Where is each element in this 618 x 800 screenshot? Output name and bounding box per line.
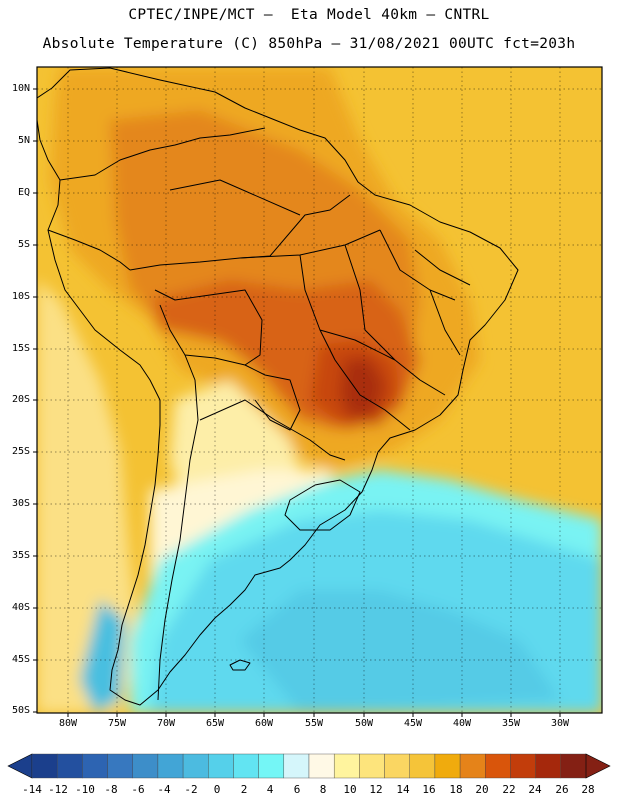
lat-label: 10N	[11, 83, 30, 94]
bolivia-border	[154, 289, 263, 366]
lat-label: 5S	[17, 239, 30, 250]
colorbar-cell	[208, 753, 234, 779]
argentina-chile-border	[157, 354, 199, 701]
lon-label: 80W	[58, 718, 78, 729]
lon-label: 50W	[354, 718, 374, 729]
colorbar-cell	[31, 753, 58, 779]
colorbar-label: 18	[449, 783, 463, 796]
colorbar-cell	[258, 753, 285, 779]
lon-label: 45W	[403, 718, 423, 729]
colorbar-label: 0	[213, 783, 221, 796]
lon-label: 75W	[107, 718, 127, 729]
colorbar-label: 8	[319, 783, 327, 796]
colorbar-label: 14	[396, 783, 410, 796]
colorbar-cell	[132, 753, 159, 779]
lat-label: EQ	[17, 187, 30, 198]
falkland-islands	[229, 659, 251, 671]
colorbar-cell	[157, 753, 184, 779]
colorbar-label: 4	[266, 783, 274, 796]
lon-label: 65W	[205, 718, 225, 729]
colorbar-label: -8	[104, 783, 118, 796]
plot-frame	[36, 66, 603, 714]
colorbar-label: -10	[75, 783, 95, 796]
lat-label: 5N	[17, 135, 30, 146]
temperature-field	[37, 67, 602, 713]
colorbar-label: 2	[240, 783, 248, 796]
cold-zone-core	[240, 590, 560, 713]
colorbar-cell	[384, 753, 410, 779]
colorbar-label: -2	[184, 783, 198, 796]
colorbar-label: 28	[581, 783, 595, 796]
lat-label: 45S	[11, 654, 30, 665]
colorbar-label: 12	[369, 783, 383, 796]
lon-label: 40W	[452, 718, 472, 729]
lon-label: 70W	[156, 718, 176, 729]
colorbar-cell	[510, 753, 536, 779]
lat-label: 50S	[11, 705, 30, 716]
colorbar-label: 24	[528, 783, 542, 796]
colorbar-cell	[283, 753, 310, 779]
coastlines-and-borders	[37, 67, 519, 706]
lat-label: 25S	[11, 446, 30, 457]
colorbar-cell	[107, 753, 133, 779]
colorbar-label: 6	[293, 783, 301, 796]
colorbar-label: 16	[422, 783, 436, 796]
colorbar-right-arrow	[585, 753, 611, 779]
colorbar-cell	[308, 753, 335, 779]
colorbar-label: -6	[131, 783, 145, 796]
colorbar-cell	[409, 753, 436, 779]
peru-ecuador-border	[47, 229, 131, 271]
colorbar-cell	[459, 753, 486, 779]
colorbar	[7, 753, 611, 779]
brazil-states	[169, 179, 471, 431]
venezuela-colombia-border	[59, 127, 266, 181]
lon-label: 55W	[304, 718, 324, 729]
south-america-coast	[37, 67, 519, 706]
argentina-north-border	[199, 399, 346, 461]
colorbar-label: -14	[22, 783, 42, 796]
colorbar-cell	[535, 753, 562, 779]
colorbar-cell	[333, 753, 360, 779]
paraguay-border	[244, 364, 301, 431]
lat-label: 40S	[11, 602, 30, 613]
map-title-line2: Absolute Temperature (C) 850hPa – 31/08/…	[42, 36, 576, 52]
colorbar-cell	[182, 753, 209, 779]
lat-label: 15S	[11, 343, 30, 354]
colorbar-cell	[434, 753, 461, 779]
colorbar-cell	[359, 753, 385, 779]
colorbar-cell	[82, 753, 108, 779]
colorbar-left-arrow	[7, 753, 33, 779]
axis-ticks	[33, 88, 561, 717]
colorbar-label: -12	[48, 783, 68, 796]
colorbar-cell	[485, 753, 511, 779]
lat-label: 30S	[11, 498, 30, 509]
cold-zone-patagonia	[80, 600, 125, 713]
colorbar-cell	[233, 753, 259, 779]
colorbar-label: 10	[343, 783, 357, 796]
pale-zone-andes	[37, 280, 140, 713]
colorbar-cell	[56, 753, 83, 779]
colorbar-label: -4	[157, 783, 171, 796]
lat-label: 20S	[11, 394, 30, 405]
uruguay-border	[284, 479, 361, 531]
colorbar-label: 26	[555, 783, 569, 796]
lat-label: 10S	[11, 291, 30, 302]
colorbar-label: 22	[502, 783, 516, 796]
lon-label: 30W	[550, 718, 570, 729]
colorbar-cell	[560, 753, 587, 779]
lon-label: 35W	[501, 718, 521, 729]
lat-label: 35S	[11, 550, 30, 561]
map-title-line1: CPTEC/INPE/MCT – Eta Model 40km – CNTRL	[128, 7, 490, 23]
colorbar-label: 20	[475, 783, 489, 796]
lon-label: 60W	[254, 718, 274, 729]
